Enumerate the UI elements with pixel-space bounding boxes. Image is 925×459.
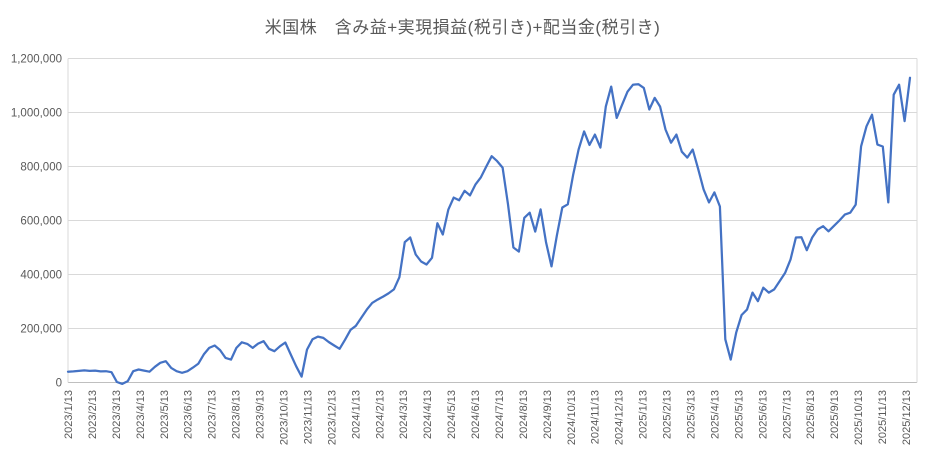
- x-axis-tick-label: 2024/8/13: [518, 390, 530, 439]
- y-axis-tick-label: 800,000: [20, 162, 62, 174]
- x-axis-tick-label: 2023/6/13: [183, 390, 195, 439]
- y-axis-tick-label: 600,000: [20, 216, 62, 228]
- y-axis-tick-label: 200,000: [20, 324, 62, 336]
- x-axis-tick-label: 2023/8/13: [231, 390, 243, 439]
- y-axis-tick-label: 0: [56, 378, 62, 390]
- x-axis-tick-label: 2023/7/13: [207, 390, 219, 439]
- x-axis-tick-label: 2024/9/13: [542, 390, 554, 439]
- x-axis-tick-label: 2025/11/13: [877, 390, 889, 444]
- x-axis-tick-label: 2024/2/13: [374, 390, 386, 439]
- x-axis-tick-label: 2024/10/13: [566, 390, 578, 445]
- x-axis-tick-label: 2025/4/13: [709, 390, 721, 439]
- x-axis-tick-label: 2025/2/13: [662, 390, 674, 439]
- x-axis-tick-label: 2025/8/13: [805, 390, 817, 439]
- x-axis-tick-label: 2025/1/13: [638, 390, 650, 439]
- x-axis-tick-label: 2023/1/13: [63, 390, 75, 439]
- y-axis-tick-label: 1,000,000: [11, 108, 62, 120]
- x-axis-tick-label: 2023/12/13: [326, 390, 338, 445]
- x-axis-tick-label: 2025/6/13: [757, 390, 769, 439]
- x-axis-tick-label: 2025/12/13: [901, 390, 913, 445]
- chart-title: 米国株 含み益+実現損益(税引き)+配当金(税引き): [264, 18, 661, 37]
- x-axis-tick-label: 2024/6/13: [470, 390, 482, 439]
- x-axis-tick-label: 2025/10/13: [853, 390, 865, 445]
- y-axis-tick-label: 400,000: [20, 270, 62, 282]
- x-axis-tick-label: 2024/7/13: [494, 390, 506, 439]
- x-axis-tick-label: 2024/12/13: [614, 390, 626, 445]
- y-axis-tick-label: 1,200,000: [11, 54, 62, 66]
- x-axis-tick-label: 2024/11/13: [590, 390, 602, 444]
- data-series-line: [66, 76, 912, 386]
- x-axis-tick-label: 2024/4/13: [422, 390, 434, 439]
- x-axis-tick-label: 2023/3/13: [111, 390, 123, 439]
- x-axis-tick-label: 2023/5/13: [159, 390, 171, 439]
- x-axis-tick-label: 2025/5/13: [733, 390, 745, 439]
- x-axis-tick-label: 2023/9/13: [255, 390, 267, 439]
- x-axis-tick-label: 2023/10/13: [278, 390, 290, 445]
- x-axis-tick-label: 2023/11/13: [302, 390, 314, 444]
- x-axis-tick-label: 2025/3/13: [686, 390, 698, 439]
- x-axis-tick-label: 2025/7/13: [781, 390, 793, 439]
- x-axis-tick-label: 2024/1/13: [350, 390, 362, 439]
- x-axis-tick-label: 2024/3/13: [398, 390, 410, 439]
- x-axis-tick-label: 2025/9/13: [829, 390, 841, 439]
- x-axis-tick-label: 2024/5/13: [446, 390, 458, 439]
- x-axis-tick-label: 2023/4/13: [135, 390, 147, 439]
- x-axis-tick-label: 2023/2/13: [87, 390, 99, 439]
